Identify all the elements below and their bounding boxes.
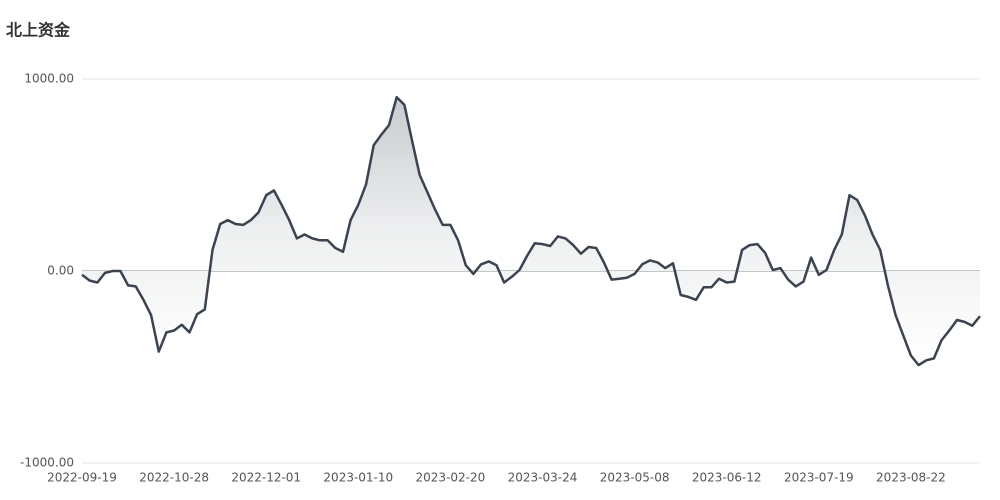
x-tick-label: 2022-10-28: [139, 471, 209, 485]
x-tick-label: 2023-06-12: [692, 471, 762, 485]
y-tick-label: 1000.00: [24, 72, 74, 86]
x-tick-label: 2023-07-19: [784, 471, 854, 485]
y-tick-label: 0.00: [47, 264, 74, 278]
x-tick-label: 2023-02-20: [416, 471, 486, 485]
area-fill: [82, 97, 980, 366]
x-tick-label: 2023-03-24: [508, 471, 578, 485]
x-tick-label: 2023-01-10: [323, 471, 393, 485]
chart-title: 北上资金: [6, 21, 71, 40]
x-tick-label: 2023-08-22: [876, 471, 946, 485]
y-tick-label: -1000.00: [20, 456, 74, 470]
x-tick-label: 2023-05-08: [600, 471, 670, 485]
line: [81, 95, 981, 367]
x-tick-label: 2022-09-19: [47, 471, 117, 485]
x-tick-label: 2022-12-01: [231, 471, 301, 485]
